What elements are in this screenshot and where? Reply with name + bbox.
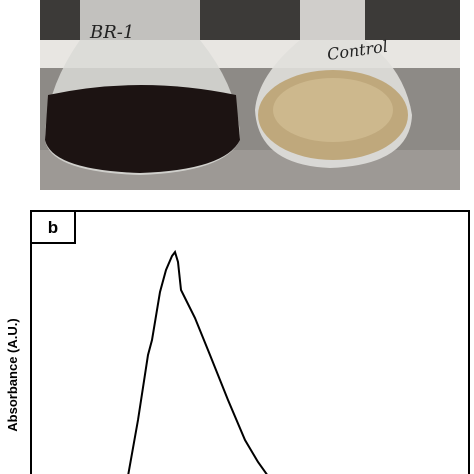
panel-label-box <box>30 210 76 244</box>
flask-photo: BR-1 Control <box>40 0 460 190</box>
flask-label: BR-1 <box>89 22 134 43</box>
panel-label: b <box>48 218 58 237</box>
y-axis-label: Absorbance (A.U.) <box>5 318 20 431</box>
plot-frame <box>30 210 470 474</box>
panel-b: b Absorbance (A.U.) <box>5 210 470 474</box>
absorbance-curve <box>127 249 268 474</box>
